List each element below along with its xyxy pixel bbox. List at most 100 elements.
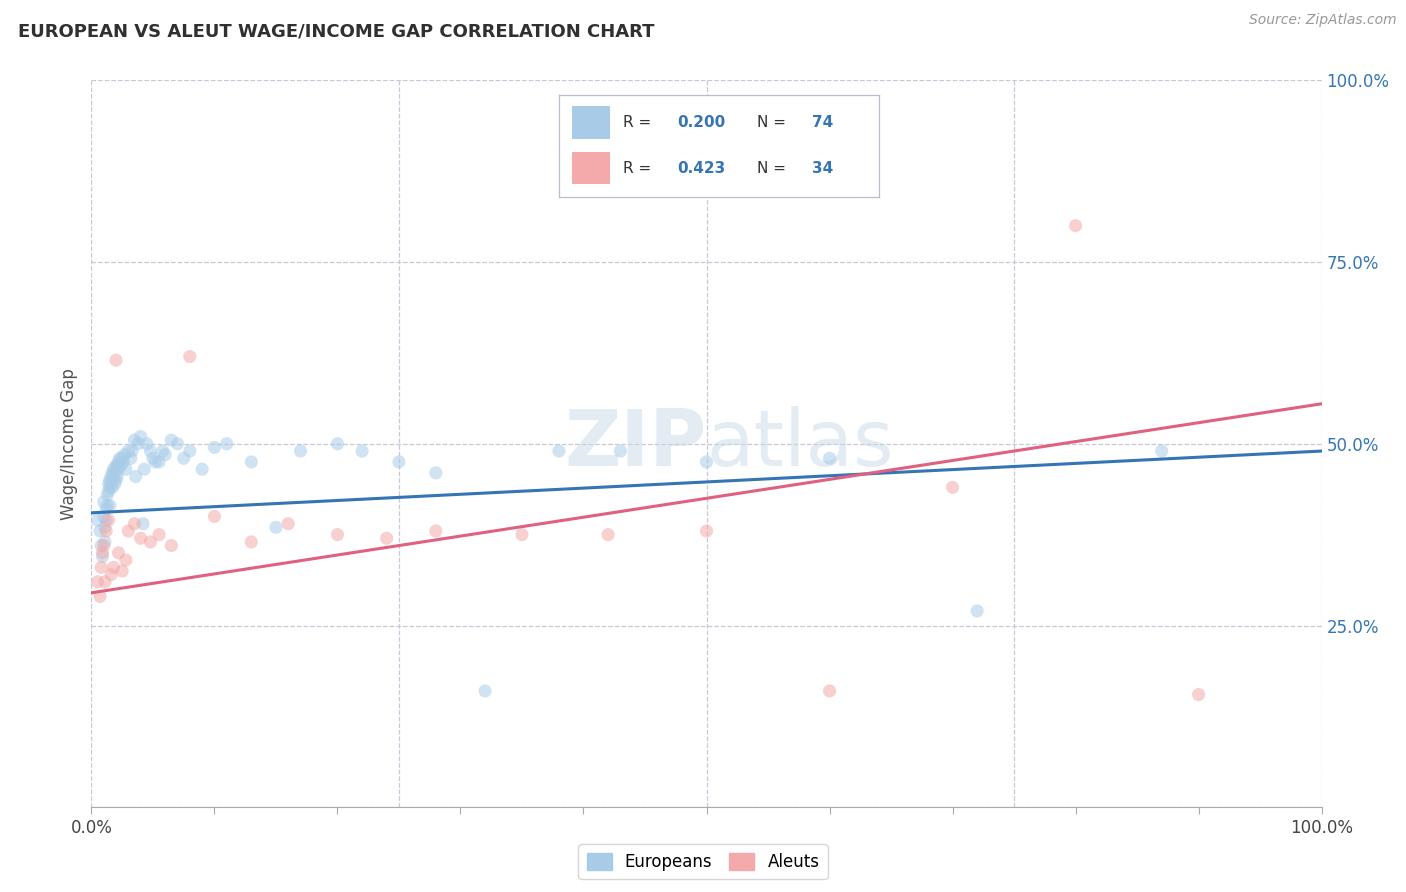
Point	[114, 553, 138, 567]
Point	[105, 458, 127, 473]
Point	[107, 462, 129, 476]
Point	[818, 684, 841, 698]
Point	[127, 437, 149, 451]
Point	[100, 469, 122, 483]
Point	[105, 473, 127, 487]
Point	[97, 513, 120, 527]
Point	[103, 469, 125, 483]
Point	[96, 524, 117, 538]
Point	[91, 546, 114, 560]
Point	[166, 437, 188, 451]
Legend: Europeans, Aleuts: Europeans, Aleuts	[578, 845, 828, 880]
Point	[240, 455, 263, 469]
Point	[86, 574, 108, 589]
Point	[609, 444, 631, 458]
Point	[86, 513, 108, 527]
Point	[91, 549, 114, 564]
Point	[132, 516, 155, 531]
Point	[191, 462, 214, 476]
Point	[145, 455, 166, 469]
Point	[596, 527, 619, 541]
Point	[89, 524, 111, 538]
Point	[93, 495, 115, 509]
Point	[510, 527, 533, 541]
Point	[104, 466, 127, 480]
Text: EUROPEAN VS ALEUT WAGE/INCOME GAP CORRELATION CHART: EUROPEAN VS ALEUT WAGE/INCOME GAP CORREL…	[18, 22, 655, 40]
Point	[215, 437, 238, 451]
Point	[107, 546, 129, 560]
Point	[101, 480, 124, 494]
Point	[108, 451, 131, 466]
Point	[547, 444, 569, 458]
Point	[93, 509, 115, 524]
Point	[107, 455, 129, 469]
Point	[240, 535, 263, 549]
Point	[105, 458, 128, 473]
Point	[114, 462, 138, 476]
Point	[97, 483, 120, 498]
Point	[388, 455, 411, 469]
Point	[326, 527, 349, 541]
Point	[96, 488, 118, 502]
Point	[139, 444, 162, 458]
Point	[139, 535, 162, 549]
Point	[103, 462, 125, 476]
Point	[695, 455, 717, 469]
Point	[277, 516, 299, 531]
Point	[202, 509, 225, 524]
Point	[134, 462, 156, 476]
Point	[98, 499, 121, 513]
Point	[96, 499, 118, 513]
Point	[96, 502, 117, 516]
Point	[105, 353, 127, 368]
Point	[173, 451, 195, 466]
Point	[104, 476, 127, 491]
Point	[326, 437, 349, 451]
Point	[100, 567, 122, 582]
Point	[1187, 688, 1209, 702]
Point	[352, 444, 374, 458]
Point	[117, 444, 139, 458]
Point	[425, 524, 447, 538]
Point	[90, 560, 112, 574]
Point	[1150, 444, 1173, 458]
Point	[114, 448, 136, 462]
Y-axis label: Wage/Income Gap: Wage/Income Gap	[60, 368, 79, 520]
Point	[121, 444, 143, 458]
Point	[94, 535, 117, 549]
Point	[124, 516, 146, 531]
Point	[124, 433, 146, 447]
Point	[129, 429, 152, 443]
Text: atlas: atlas	[706, 406, 894, 482]
Point	[148, 455, 170, 469]
Point	[98, 473, 121, 487]
Point	[94, 574, 117, 589]
Point	[97, 476, 120, 491]
Point	[375, 531, 398, 545]
Point	[117, 524, 139, 538]
Point	[101, 466, 124, 480]
Point	[112, 455, 135, 469]
Point	[94, 520, 117, 534]
Point	[1064, 219, 1087, 233]
Point	[179, 444, 201, 458]
Point	[818, 451, 841, 466]
Point	[148, 527, 170, 541]
Point	[153, 448, 177, 462]
Point	[124, 469, 146, 483]
Point	[695, 524, 717, 538]
Point	[111, 451, 134, 466]
Point	[425, 466, 447, 480]
Point	[103, 560, 125, 574]
Point	[100, 476, 122, 491]
Point	[290, 444, 312, 458]
Point	[96, 513, 117, 527]
Point	[111, 564, 134, 578]
Point	[120, 451, 142, 466]
Point	[142, 451, 165, 466]
Point	[135, 437, 157, 451]
Point	[105, 469, 128, 483]
Point	[202, 441, 225, 455]
Point	[264, 520, 287, 534]
Point	[90, 539, 112, 553]
